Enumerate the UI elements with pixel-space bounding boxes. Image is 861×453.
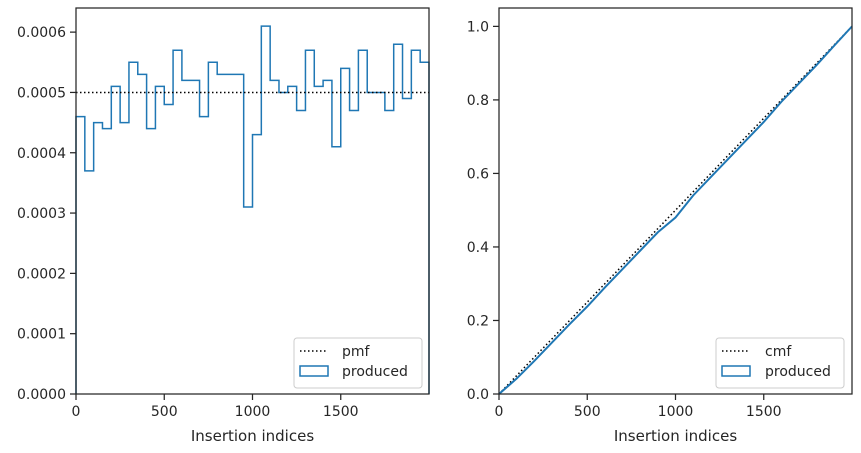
- right-legend: cmf produced: [715, 337, 845, 389]
- left-plot-content: [75, 25, 430, 394]
- left-x-tick-label: 1500: [323, 404, 359, 420]
- left-legend-produced-swatch: [299, 365, 329, 377]
- left-x-axis-label: Insertion indices: [191, 427, 314, 445]
- left-x-tick-label: 0: [72, 404, 81, 420]
- left-legend-produced-label: produced: [342, 364, 408, 380]
- left-y-tick-label: 0.0004: [17, 146, 66, 162]
- left-legend: pmf produced: [293, 337, 423, 389]
- right-y-tick-label: 0.2: [467, 313, 489, 329]
- right-y-tick-label: 1.0: [467, 19, 489, 35]
- right-x-tick-label: 1500: [746, 404, 782, 420]
- right-legend-produced-swatch: [721, 365, 751, 377]
- left-ticks: 0 500 1000 1500 0.0000 0.0001 0.0002 0.0003 0.00…: [17, 25, 359, 420]
- right-x-tick-label: 0: [495, 404, 504, 420]
- left-y-tick-label: 0.0000: [17, 387, 66, 403]
- left-y-tick-label: 0.0005: [17, 85, 66, 101]
- right-y-tick-label: 0.0: [467, 387, 489, 403]
- right-plot-frame: [498, 7, 853, 395]
- right-ticks: 0 500 1000 1500 0.0 0.2 0.4 0.6 0.8 1.0: [467, 19, 782, 420]
- right-x-tick-label: 500: [574, 404, 601, 420]
- right-legend-cmf-label: cmf: [765, 344, 792, 360]
- left-legend-pmf-label: pmf: [342, 344, 371, 360]
- left-y-tick-label: 0.0006: [17, 25, 66, 41]
- left-x-tick-label: 1000: [235, 404, 271, 420]
- right-cmf-line: [498, 25, 853, 395]
- left-x-tick-label: 500: [151, 404, 178, 420]
- right-produced-line-series: [498, 25, 853, 395]
- left-y-tick-label: 0.0003: [17, 206, 66, 222]
- right-y-tick-label: 0.4: [467, 240, 489, 256]
- left-y-tick-label: 0.0002: [17, 266, 66, 282]
- right-chart: 0 500 1000 1500 0.0 0.2 0.4 0.6 0.8 1.0 Insertion…: [467, 7, 853, 445]
- right-x-axis-label: Insertion indices: [614, 427, 737, 445]
- right-legend-produced-label: produced: [765, 364, 831, 380]
- right-x-tick-label: 1000: [658, 404, 694, 420]
- right-plot-content: [498, 25, 853, 395]
- left-chart: 0 500 1000 1500 0.0000 0.0001 0.0002 0.0003 0.00…: [17, 7, 430, 445]
- right-y-tick-label: 0.6: [467, 166, 489, 182]
- right-y-tick-label: 0.8: [467, 93, 489, 109]
- left-y-tick-label: 0.0001: [17, 327, 66, 343]
